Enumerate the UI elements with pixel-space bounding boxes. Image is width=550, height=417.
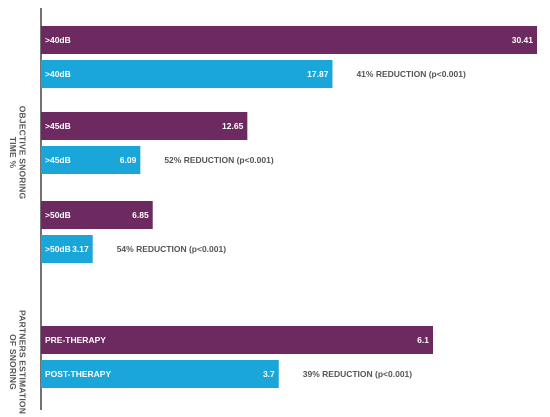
post-bar-1-1 xyxy=(41,60,333,88)
pre-bar-label: PRE-THERAPY xyxy=(45,335,106,345)
pre-bar-2-1 xyxy=(41,326,433,354)
pre-bar-1-3 xyxy=(41,201,153,229)
reduction-annotation: 41% REDUCTION (p<0.001) xyxy=(356,69,466,79)
post-bar-1-3 xyxy=(41,235,93,263)
y-axis-label-2: PARTNERS ESTIMATIONOF SNORING xyxy=(8,310,28,414)
post-value-label: 3.17 xyxy=(72,244,89,254)
pre-bar-1-2 xyxy=(41,112,248,140)
pre-value-label: 6.1 xyxy=(417,335,429,345)
post-bar-1-2 xyxy=(41,146,141,174)
post-bar-label: POST-THERAPY xyxy=(45,369,111,379)
reduction-annotation: 39% REDUCTION (p<0.001) xyxy=(303,369,413,379)
pre-bar-label: >40dB xyxy=(45,35,71,45)
post-bar-2-1 xyxy=(41,360,279,388)
y-axis-label-1: OBJECTIVE SNORINGTIME % xyxy=(8,106,28,200)
post-bar-label: >40dB xyxy=(45,69,71,79)
pre-bar-label: >45dB xyxy=(45,121,71,131)
pre-value-label: 12.65 xyxy=(222,121,244,131)
post-value-label: 6.09 xyxy=(120,155,137,165)
reduction-annotation: 52% REDUCTION (p<0.001) xyxy=(164,155,274,165)
post-value-label: 17.87 xyxy=(307,69,329,79)
post-value-label: 3.7 xyxy=(263,369,275,379)
post-bar-label: >50dB xyxy=(45,244,71,254)
pre-value-label: 30.41 xyxy=(512,35,534,45)
pre-bar-label: >50dB xyxy=(45,210,71,220)
post-bar-label: >45dB xyxy=(45,155,71,165)
pre-value-label: 6.85 xyxy=(132,210,149,220)
reduction-annotation: 54% REDUCTION (p<0.001) xyxy=(117,244,227,254)
pre-bar-1-1 xyxy=(41,26,537,54)
